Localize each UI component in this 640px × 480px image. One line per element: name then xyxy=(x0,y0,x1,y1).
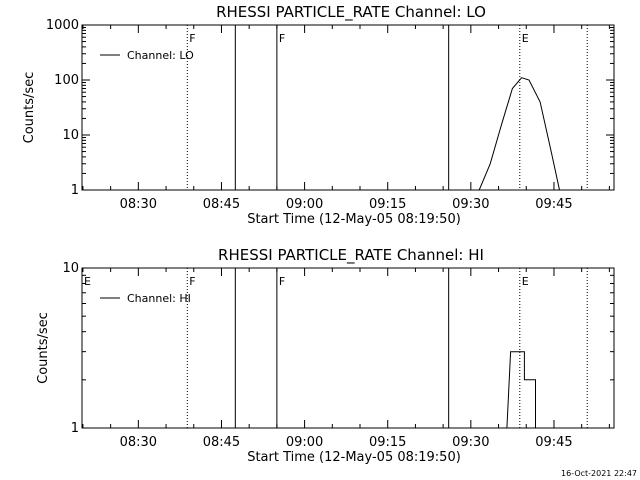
legend-entry: Channel: LO xyxy=(127,49,194,62)
event-marker-label: F xyxy=(189,275,195,288)
event-marker-label: F xyxy=(189,32,195,45)
y-tick-label: 1 xyxy=(71,183,79,198)
panel-hi: RHESSI PARTICLE_RATE Channel: HI 1 10 08:30… xyxy=(36,246,615,465)
x-tick-label: 09:15 xyxy=(369,197,406,212)
x-tick-label: 09:30 xyxy=(452,197,489,212)
event-marker-label: F xyxy=(279,32,285,45)
x-axis-label: Start Time (12-May-05 08:19:50) xyxy=(247,450,461,465)
plot-frame xyxy=(81,24,615,191)
y-tick-label: 10 xyxy=(62,128,79,143)
legend-entry: Channel: HI xyxy=(127,292,191,305)
x-tick-label: 09:00 xyxy=(286,197,323,212)
series-line-lo xyxy=(421,77,560,191)
x-tick-label: 09:45 xyxy=(535,435,572,450)
y-tick-label: 10 xyxy=(62,261,79,276)
event-marker-label: E xyxy=(84,275,91,288)
x-tick-label: 08:30 xyxy=(120,435,157,450)
x-axis-label: Start Time (12-May-05 08:19:50) xyxy=(247,212,461,227)
y-axis-label: Counts/sec xyxy=(36,312,51,384)
x-tick-label: 09:45 xyxy=(535,197,572,212)
event-marker-label: E xyxy=(522,32,529,45)
x-tick-label: 09:30 xyxy=(452,435,489,450)
chart-title: RHESSI PARTICLE_RATE Channel: LO xyxy=(216,3,486,22)
panel-lo: RHESSI PARTICLE_RATE Channel: LO 1 10 100 10… xyxy=(22,3,615,227)
generation-timestamp: 16-Oct-2021 22:47 xyxy=(561,469,637,478)
x-tick-label: 09:00 xyxy=(286,435,323,450)
y-tick-label: 100 xyxy=(54,73,79,88)
x-tick-label: 09:15 xyxy=(369,435,406,450)
event-marker-label: F xyxy=(279,275,285,288)
x-tick-label: 08:45 xyxy=(203,197,240,212)
plot-frame xyxy=(81,267,615,429)
series-line-hi xyxy=(443,351,614,429)
chart-title: RHESSI PARTICLE_RATE Channel: HI xyxy=(218,246,484,265)
y-tick-label: 1 xyxy=(71,421,79,436)
x-tick-label: 08:30 xyxy=(120,197,157,212)
y-axis-label: Counts/sec xyxy=(22,72,37,144)
event-marker-label: E xyxy=(522,275,529,288)
y-tick-label: 1000 xyxy=(46,18,79,33)
x-tick-label: 08:45 xyxy=(203,435,240,450)
